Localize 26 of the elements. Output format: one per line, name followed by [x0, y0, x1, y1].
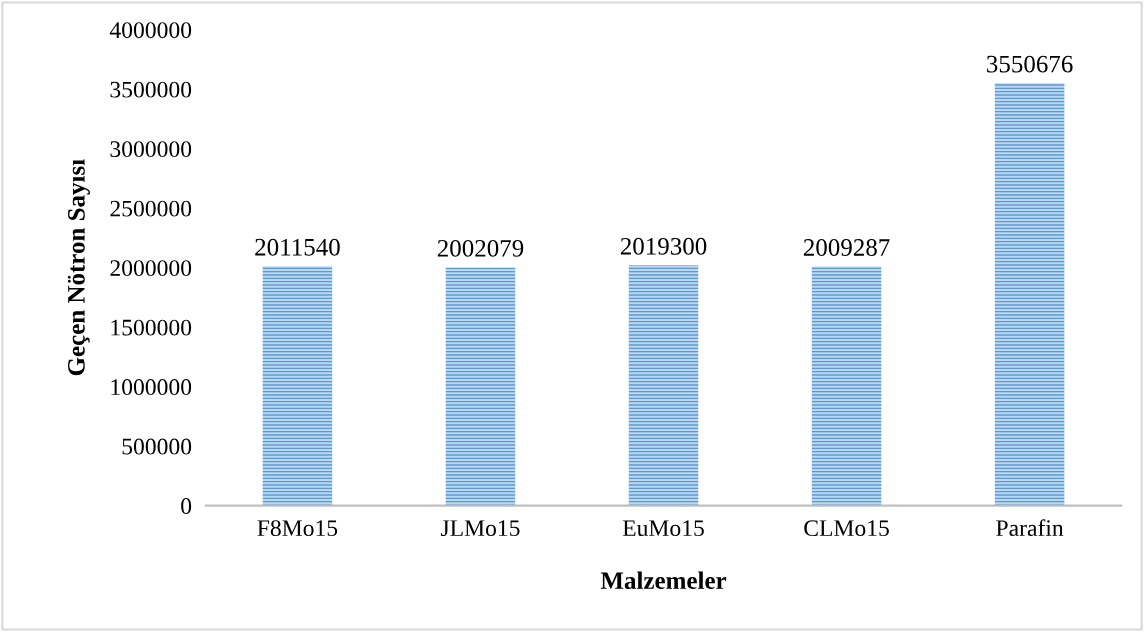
y-axis-title: Geçen Nötron Sayısı — [67, 159, 90, 376]
y-tick-label: 1500000 — [111, 319, 192, 336]
y-tick-label: 2500000 — [110, 200, 192, 217]
x-tick-label: CLMo15 — [804, 520, 889, 537]
data-label: 2002079 — [437, 239, 524, 257]
y-tick-label: 4000000 — [109, 22, 192, 39]
y-tick-label: 500000 — [122, 438, 192, 455]
bar — [811, 266, 882, 506]
data-label: 2009287 — [803, 239, 890, 256]
x-tick-label: F8Mo15 — [257, 520, 338, 537]
bar — [262, 266, 333, 506]
data-label: 3550676 — [987, 55, 1073, 73]
y-tick-label: 0 — [181, 498, 192, 515]
bar — [994, 83, 1065, 506]
data-label: 2011540 — [255, 238, 340, 256]
y-tick-label: 3500000 — [110, 81, 192, 98]
y-tick-label: 2000000 — [110, 260, 192, 277]
x-tick-label: EuMo15 — [622, 520, 704, 537]
x-tick-label: Parafin — [996, 519, 1064, 537]
x-axis-title: Malzemeler — [600, 571, 727, 590]
y-tick-label: 3000000 — [110, 141, 192, 158]
y-tick-label: 1000000 — [111, 379, 192, 396]
data-label: 2019300 — [620, 237, 707, 255]
x-tick-label: JLMo15 — [440, 520, 520, 537]
bar — [445, 267, 516, 506]
bar — [628, 265, 699, 506]
